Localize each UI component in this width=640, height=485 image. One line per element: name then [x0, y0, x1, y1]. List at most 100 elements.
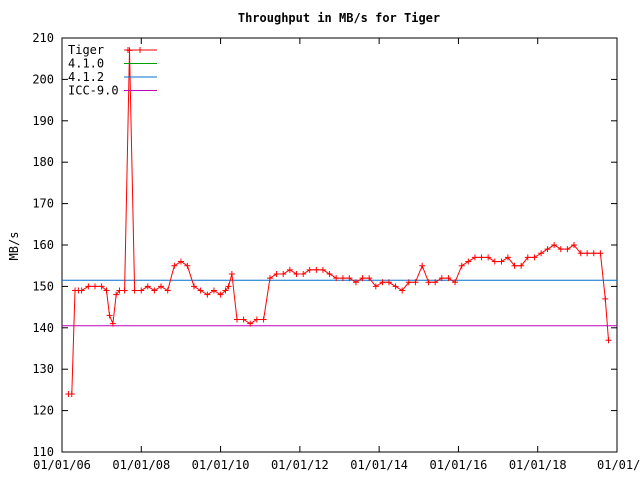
- x-tick-label: 01/01/10: [192, 458, 250, 472]
- data-point-tiger: [300, 270, 307, 277]
- data-point-tiger: [485, 254, 492, 261]
- data-point-tiger: [266, 275, 273, 282]
- data-point-tiger: [577, 250, 584, 257]
- data-point-tiger: [498, 258, 505, 265]
- data-point-tiger: [177, 258, 184, 265]
- y-tick-label: 110: [32, 445, 54, 459]
- data-point-tiger: [425, 279, 432, 286]
- data-point-tiger: [346, 275, 353, 282]
- data-point-tiger: [465, 258, 472, 265]
- data-point-tiger: [372, 283, 379, 290]
- data-point-tiger: [438, 275, 445, 282]
- data-point-tiger: [590, 250, 597, 257]
- x-tick-label: 01/01/06: [33, 458, 91, 472]
- data-point-tiger: [419, 262, 426, 269]
- y-tick-label: 190: [32, 114, 54, 128]
- data-point-tiger: [379, 279, 386, 286]
- y-tick-label: 180: [32, 155, 54, 169]
- data-point-tiger: [240, 316, 247, 323]
- data-point-tiger: [452, 279, 459, 286]
- chart-title: Throughput in MB/s for Tiger: [238, 11, 440, 25]
- data-point-tiger: [538, 250, 545, 257]
- data-point-tiger: [352, 279, 359, 286]
- series-layer: [62, 47, 617, 398]
- data-point-tiger: [171, 262, 178, 269]
- legend-label: ICC-9.0: [68, 84, 119, 98]
- data-point-tiger: [366, 275, 373, 282]
- y-tick-label: 210: [32, 31, 54, 45]
- legend-label: 4.1.2: [68, 70, 104, 84]
- legend-label: Tiger: [68, 43, 104, 57]
- series-line-tiger: [68, 50, 609, 395]
- data-point-tiger: [518, 262, 525, 269]
- data-point-tiger: [210, 287, 217, 294]
- data-point-tiger: [571, 242, 578, 248]
- x-tick-label: 01/01/2: [597, 458, 640, 472]
- data-point-tiger: [504, 254, 511, 261]
- data-point-tiger: [184, 262, 191, 269]
- data-point-tiger: [113, 291, 120, 298]
- data-point-tiger: [491, 258, 498, 265]
- data-point-tiger: [222, 287, 229, 294]
- data-point-tiger: [273, 270, 280, 277]
- data-point-tiger: [544, 246, 551, 253]
- data-point-tiger: [78, 287, 85, 294]
- data-point-tiger: [217, 291, 224, 298]
- x-tick-label: 01/01/14: [350, 458, 408, 472]
- y-tick-label: 130: [32, 362, 54, 376]
- data-point-tiger: [605, 337, 612, 344]
- data-point-tiger: [190, 283, 197, 290]
- data-point-tiger: [85, 283, 92, 290]
- data-point-tiger: [157, 283, 164, 290]
- x-tick-label: 01/01/16: [430, 458, 488, 472]
- data-point-tiger: [531, 254, 538, 261]
- data-point-tiger: [584, 250, 591, 257]
- legend-marker: [137, 47, 143, 53]
- data-point-tiger: [286, 266, 293, 273]
- data-point-tiger: [557, 246, 564, 253]
- data-point-tiger: [458, 262, 465, 269]
- data-point-tiger: [293, 270, 300, 277]
- legend-label: 4.1.0: [68, 57, 104, 71]
- data-point-tiger: [405, 279, 412, 286]
- data-point-tiger: [551, 242, 558, 248]
- data-point-tiger: [564, 246, 571, 253]
- data-point-tiger: [103, 287, 110, 294]
- data-point-tiger: [138, 287, 145, 294]
- data-point-tiger: [204, 291, 211, 298]
- data-point-tiger: [151, 287, 158, 294]
- data-point-tiger: [412, 279, 419, 286]
- data-point-tiger: [306, 266, 313, 273]
- plot-frame: [61, 37, 618, 453]
- data-point-tiger: [197, 287, 204, 294]
- data-point-tiger: [253, 316, 260, 323]
- data-point-tiger: [121, 287, 128, 294]
- data-point-tiger: [392, 283, 399, 290]
- data-point-tiger: [399, 287, 406, 294]
- data-point-tiger: [109, 320, 116, 327]
- data-point-tiger: [602, 295, 609, 302]
- data-point-tiger: [144, 283, 151, 290]
- y-tick-label: 150: [32, 279, 54, 293]
- y-tick-label: 140: [32, 321, 54, 335]
- y-axis-label: MB/s: [7, 232, 21, 261]
- data-point-tiger: [597, 250, 604, 257]
- data-point-tiger: [524, 254, 531, 261]
- data-point-tiger: [385, 279, 392, 286]
- data-point-tiger: [228, 270, 235, 277]
- data-point-tiger: [247, 320, 254, 327]
- data-point-tiger: [116, 287, 123, 294]
- x-tick-label: 01/01/12: [271, 458, 329, 472]
- data-point-tiger: [280, 270, 287, 277]
- data-point-tiger: [164, 287, 171, 294]
- data-point-tiger: [445, 275, 452, 282]
- data-point-tiger: [326, 270, 333, 277]
- legend-marker: [125, 47, 131, 53]
- data-point-tiger: [471, 254, 478, 261]
- data-point-tiger: [68, 391, 75, 398]
- data-point-tiger: [333, 275, 340, 282]
- data-point-tiger: [233, 316, 240, 323]
- x-tick-label: 01/01/08: [112, 458, 170, 472]
- y-tick-label: 200: [32, 72, 54, 86]
